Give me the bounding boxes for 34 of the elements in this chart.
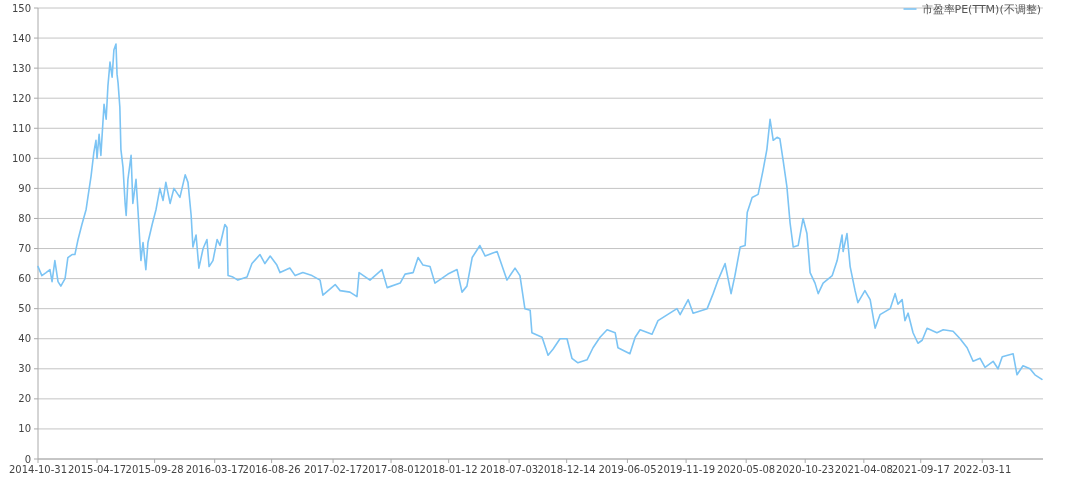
y-tick-label: 10 bbox=[18, 423, 31, 435]
x-tick-label: 2019-06-05 bbox=[598, 464, 657, 475]
x-tick-label: 2017-02-17 bbox=[304, 464, 363, 475]
x-tick-label: 2018-01-12 bbox=[419, 464, 478, 475]
y-tick-label: 110 bbox=[11, 122, 31, 134]
y-tick-label: 20 bbox=[18, 393, 31, 405]
x-tick-label: 2018-12-14 bbox=[537, 464, 596, 475]
legend: 市盈率PE(TTM)(不调整) bbox=[902, 3, 1041, 16]
y-tick-label: 0 bbox=[24, 453, 31, 465]
x-tick-label: 2018-07-03 bbox=[480, 464, 539, 475]
y-tick-label: 30 bbox=[18, 363, 31, 375]
x-tick-label: 2015-04-17 bbox=[67, 464, 127, 475]
x-tick-label: 2020-05-08 bbox=[717, 464, 776, 475]
y-tick-label: 150 bbox=[11, 2, 31, 14]
x-tick-label: 2020-10-23 bbox=[776, 464, 835, 475]
y-tick-label: 80 bbox=[18, 212, 31, 224]
x-tick-label: 2014-10-31 bbox=[8, 464, 68, 475]
x-tick-label: 2016-03-17 bbox=[185, 464, 244, 475]
y-tick-label: 140 bbox=[11, 32, 31, 44]
y-tick-label: 130 bbox=[11, 62, 31, 74]
x-tick-label: 2017-08-01 bbox=[361, 464, 421, 475]
y-tick-label: 40 bbox=[18, 333, 31, 345]
x-tick-label: 2021-09-17 bbox=[891, 464, 950, 475]
x-tick-label: 2016-08-26 bbox=[242, 464, 301, 475]
x-tick-label: 2022-03-11 bbox=[953, 464, 1012, 475]
x-tick-label: 2015-09-28 bbox=[125, 464, 184, 475]
y-tick-label: 60 bbox=[18, 273, 31, 285]
x-tick-label: 2019-11-19 bbox=[657, 464, 716, 475]
x-tick-label: 2021-04-08 bbox=[834, 464, 893, 475]
y-tick-label: 50 bbox=[18, 303, 31, 315]
y-tick-label: 120 bbox=[11, 92, 31, 104]
y-tick-label: 90 bbox=[18, 182, 31, 194]
y-tick-label: 70 bbox=[18, 243, 31, 255]
y-tick-label: 100 bbox=[11, 152, 31, 164]
